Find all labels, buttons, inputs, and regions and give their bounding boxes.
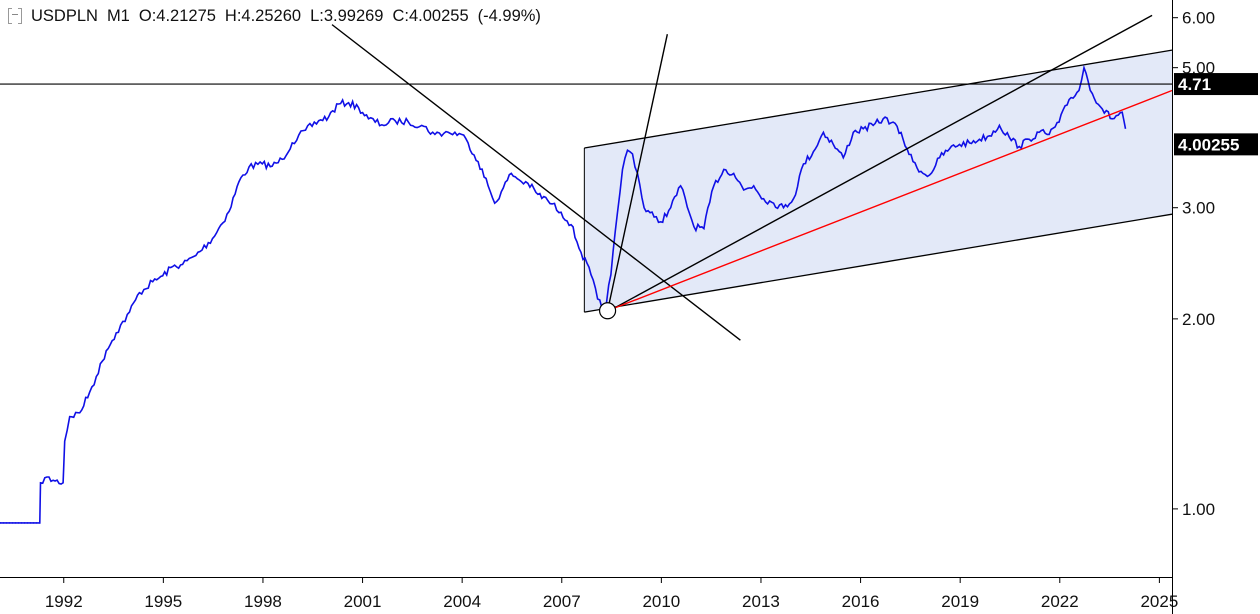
- x-tick-label: 2022: [1041, 592, 1079, 611]
- x-tick-label: 1998: [244, 592, 282, 611]
- x-axis: 1992 1995 1998 2001 2004 2007 2010 2013 2016 2019…: [0, 577, 1178, 611]
- x-tick-label: 2016: [842, 592, 880, 611]
- y-tick-label: 2.00: [1182, 310, 1215, 329]
- red-support-trendline: [607, 89, 1173, 312]
- price-badges: 4.71 4.00255: [1174, 73, 1258, 156]
- channel-upper-line: [584, 49, 1173, 149]
- level-price-badge: 4.71: [1174, 73, 1258, 96]
- last-price-badge-text: 4.00255: [1178, 135, 1239, 154]
- last-price-badge-bg: [1174, 133, 1258, 156]
- channel-fill: [584, 50, 1172, 313]
- x-tick-label: 2013: [742, 592, 780, 611]
- level-price-badge-bg: [1174, 73, 1258, 96]
- x-tick-label: 2025: [1140, 592, 1178, 611]
- x-tick-label: 1995: [144, 592, 182, 611]
- y-tick-label: 3.00: [1182, 199, 1215, 218]
- collapse-toggle-icon[interactable]: [8, 8, 22, 24]
- y-tick-label: 6.00: [1182, 9, 1215, 28]
- legend-high: H:4.25260: [224, 7, 302, 25]
- x-tick-label: 2010: [642, 592, 680, 611]
- trendline-1: [331, 24, 741, 341]
- legend-open: O:4.21275: [138, 7, 216, 25]
- x-tick-label: 2019: [941, 592, 979, 611]
- legend-close: C:4.00255: [392, 7, 469, 25]
- legend-low: L:3.99269: [310, 7, 384, 25]
- y-tick-label: 5.00: [1182, 59, 1215, 78]
- price-line: [0, 64, 1127, 524]
- x-tick-label: 2001: [344, 592, 382, 611]
- chart-legend: USDPLN M1 O:4.21275 H:4.25260 L:3.99269 C:4.0…: [8, 7, 541, 26]
- pivot-marker-circle: [598, 302, 617, 320]
- price-series-layer: [0, 64, 1127, 524]
- drawings-layer: [0, 14, 1173, 341]
- legend-timeframe: M1: [106, 7, 130, 25]
- y-axis: 1.00 2.00 3.00 5.00 6.00: [1172, 0, 1215, 614]
- x-tick-label: 2004: [443, 592, 481, 611]
- x-tick-label: 1992: [45, 592, 83, 611]
- y-tick-label: 1.00: [1182, 500, 1215, 519]
- x-tick-label: 2007: [543, 592, 581, 611]
- last-price-badge: 4.00255: [1174, 133, 1258, 156]
- level-price-badge-text: 4.71: [1178, 75, 1211, 94]
- channel-layer: [583, 49, 1173, 313]
- trendline-2: [606, 34, 669, 311]
- legend-change: (-4.99%): [477, 7, 541, 25]
- trendline-3: [613, 14, 1153, 309]
- legend-symbol: USDPLN: [31, 7, 98, 25]
